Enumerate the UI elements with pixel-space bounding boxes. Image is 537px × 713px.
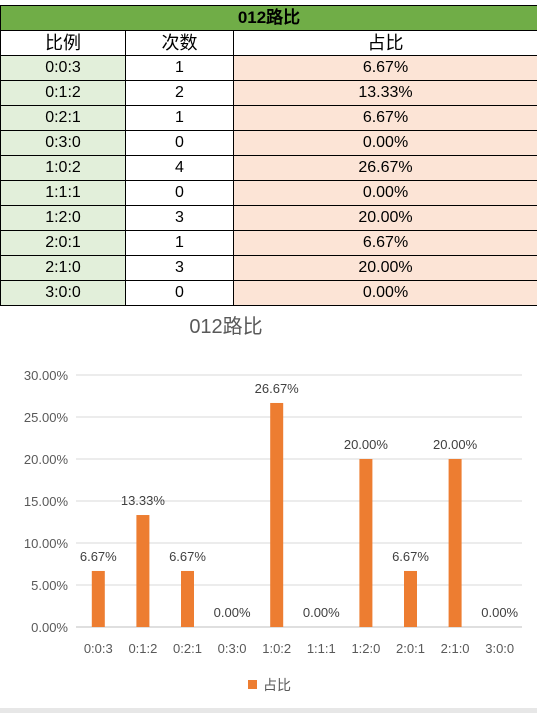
table-row: 1:2:0 3 20.00% <box>0 205 537 231</box>
ratio-cell[interactable]: 1:2:0 <box>0 205 126 231</box>
table-row: 2:0:1 1 6.67% <box>0 230 537 256</box>
chart-gridlines <box>76 374 522 628</box>
table-row: 1:0:2 4 26.67% <box>0 155 537 181</box>
count-cell[interactable]: 1 <box>125 230 234 256</box>
table-row: 1:1:1 0 0.00% <box>0 180 537 206</box>
data-label: 0.00% <box>481 605 518 620</box>
count-cell[interactable]: 4 <box>125 155 234 181</box>
header-ratio: 比例 <box>0 30 126 56</box>
bar[interactable] <box>404 570 417 627</box>
data-label: 6.67% <box>80 549 117 564</box>
count-cell[interactable]: 1 <box>125 55 234 81</box>
x-tick-label: 2:1:0 <box>441 641 470 656</box>
table-row: 3:0:0 0 0.00% <box>0 280 537 306</box>
chart-x-axis: 0:0:3 0:1:2 0:2:1 0:3:0 1:0:2 1:1:1 1:2:0 2:0:1… <box>84 641 514 656</box>
legend-label: 占比 <box>263 677 291 693</box>
table-row: 2:1:0 3 20.00% <box>0 255 537 281</box>
x-tick-label: 0:3:0 <box>218 641 247 656</box>
x-tick-label: 1:0:2 <box>262 641 291 656</box>
bar[interactable] <box>448 459 462 627</box>
data-table-container: 012路比 比例 次数 占比 0:0:3 1 6.67% 0:1:2 2 13.33% 0:… <box>0 5 537 306</box>
x-tick-label: 2:0:1 <box>396 641 425 656</box>
chart-title: 012路比 <box>189 315 262 338</box>
pct-cell[interactable]: 20.00% <box>233 255 537 281</box>
count-cell[interactable]: 1 <box>125 105 234 131</box>
bar[interactable] <box>181 570 194 627</box>
y-tick-label: 15.00% <box>24 494 69 509</box>
pct-cell[interactable]: 0.00% <box>233 280 537 306</box>
bar-chart: 012路比 0.00% 5.00% 10.00% 15.00% 20.00% 25.00%… <box>24 315 522 693</box>
ratio-cell[interactable]: 3:0:0 <box>0 280 126 306</box>
ratio-cell[interactable]: 0:0:3 <box>0 55 126 81</box>
count-cell[interactable]: 0 <box>125 180 234 206</box>
ratio-cell[interactable]: 0:1:2 <box>0 80 126 106</box>
x-tick-label: 1:1:1 <box>307 641 336 656</box>
pct-cell[interactable]: 13.33% <box>233 80 537 106</box>
pct-cell[interactable]: 20.00% <box>233 205 537 231</box>
y-tick-label: 0.00% <box>31 620 68 635</box>
header-pct: 占比 <box>233 30 537 56</box>
data-label: 20.00% <box>344 437 389 452</box>
sheet-bottom-border <box>0 708 537 713</box>
pct-cell[interactable]: 6.67% <box>233 55 537 81</box>
data-table: 012路比 比例 次数 占比 0:0:3 1 6.67% 0:1:2 2 13.33% 0:… <box>0 5 537 306</box>
x-tick-label: 0:0:3 <box>84 641 113 656</box>
pct-cell[interactable]: 26.67% <box>233 155 537 181</box>
bar[interactable] <box>136 515 150 627</box>
x-tick-label: 3:0:0 <box>485 641 514 656</box>
count-cell[interactable]: 3 <box>125 205 234 231</box>
x-tick-label: 1:2:0 <box>351 641 380 656</box>
data-label: 6.67% <box>392 549 429 564</box>
ratio-cell[interactable]: 2:0:1 <box>0 230 126 256</box>
bar[interactable] <box>359 459 373 627</box>
chart-bars <box>91 402 462 627</box>
data-label: 0.00% <box>303 605 340 620</box>
data-label: 6.67% <box>169 549 206 564</box>
chart-legend: 占比 <box>248 677 291 693</box>
table-row: 0:0:3 1 6.67% <box>0 55 537 81</box>
pct-cell[interactable]: 0.00% <box>233 180 537 206</box>
pct-cell[interactable]: 0.00% <box>233 130 537 156</box>
table-row: 0:3:0 0 0.00% <box>0 130 537 156</box>
chart-data-labels: 6.67% 13.33% 6.67% 0.00% 26.67% 0.00% 20.00% 6.… <box>80 381 519 620</box>
count-cell[interactable]: 3 <box>125 255 234 281</box>
count-cell[interactable]: 0 <box>125 280 234 306</box>
count-cell[interactable]: 2 <box>125 80 234 106</box>
y-tick-label: 25.00% <box>24 410 69 425</box>
ratio-cell[interactable]: 2:1:0 <box>0 255 126 281</box>
bar[interactable] <box>91 570 105 627</box>
data-label: 26.67% <box>255 381 300 396</box>
x-tick-label: 0:1:2 <box>128 641 157 656</box>
data-label: 13.33% <box>121 493 166 508</box>
ratio-cell[interactable]: 0:2:1 <box>0 105 126 131</box>
count-cell[interactable]: 0 <box>125 130 234 156</box>
pct-cell[interactable]: 6.67% <box>233 230 537 256</box>
table-body: 0:0:3 1 6.67% 0:1:2 2 13.33% 0:2:1 1 6.67% 0:3:0 0… <box>0 55 537 306</box>
legend-swatch <box>248 680 257 689</box>
y-tick-label: 30.00% <box>24 368 69 383</box>
y-tick-label: 20.00% <box>24 452 69 467</box>
data-label: 20.00% <box>433 437 478 452</box>
x-tick-label: 0:2:1 <box>173 641 202 656</box>
ratio-cell[interactable]: 1:1:1 <box>0 180 126 206</box>
chart-y-axis: 0.00% 5.00% 10.00% 15.00% 20.00% 25.00% 30.00% <box>24 368 69 635</box>
pct-cell[interactable]: 6.67% <box>233 105 537 131</box>
table-title: 012路比 <box>0 5 537 31</box>
table-row: 0:2:1 1 6.67% <box>0 105 537 131</box>
table-row: 0:1:2 2 13.33% <box>0 80 537 106</box>
bar[interactable] <box>270 402 284 627</box>
y-tick-label: 5.00% <box>31 578 68 593</box>
data-label: 0.00% <box>214 605 251 620</box>
header-count: 次数 <box>125 30 234 56</box>
ratio-cell[interactable]: 1:0:2 <box>0 155 126 181</box>
y-tick-label: 10.00% <box>24 536 69 551</box>
ratio-cell[interactable]: 0:3:0 <box>0 130 126 156</box>
